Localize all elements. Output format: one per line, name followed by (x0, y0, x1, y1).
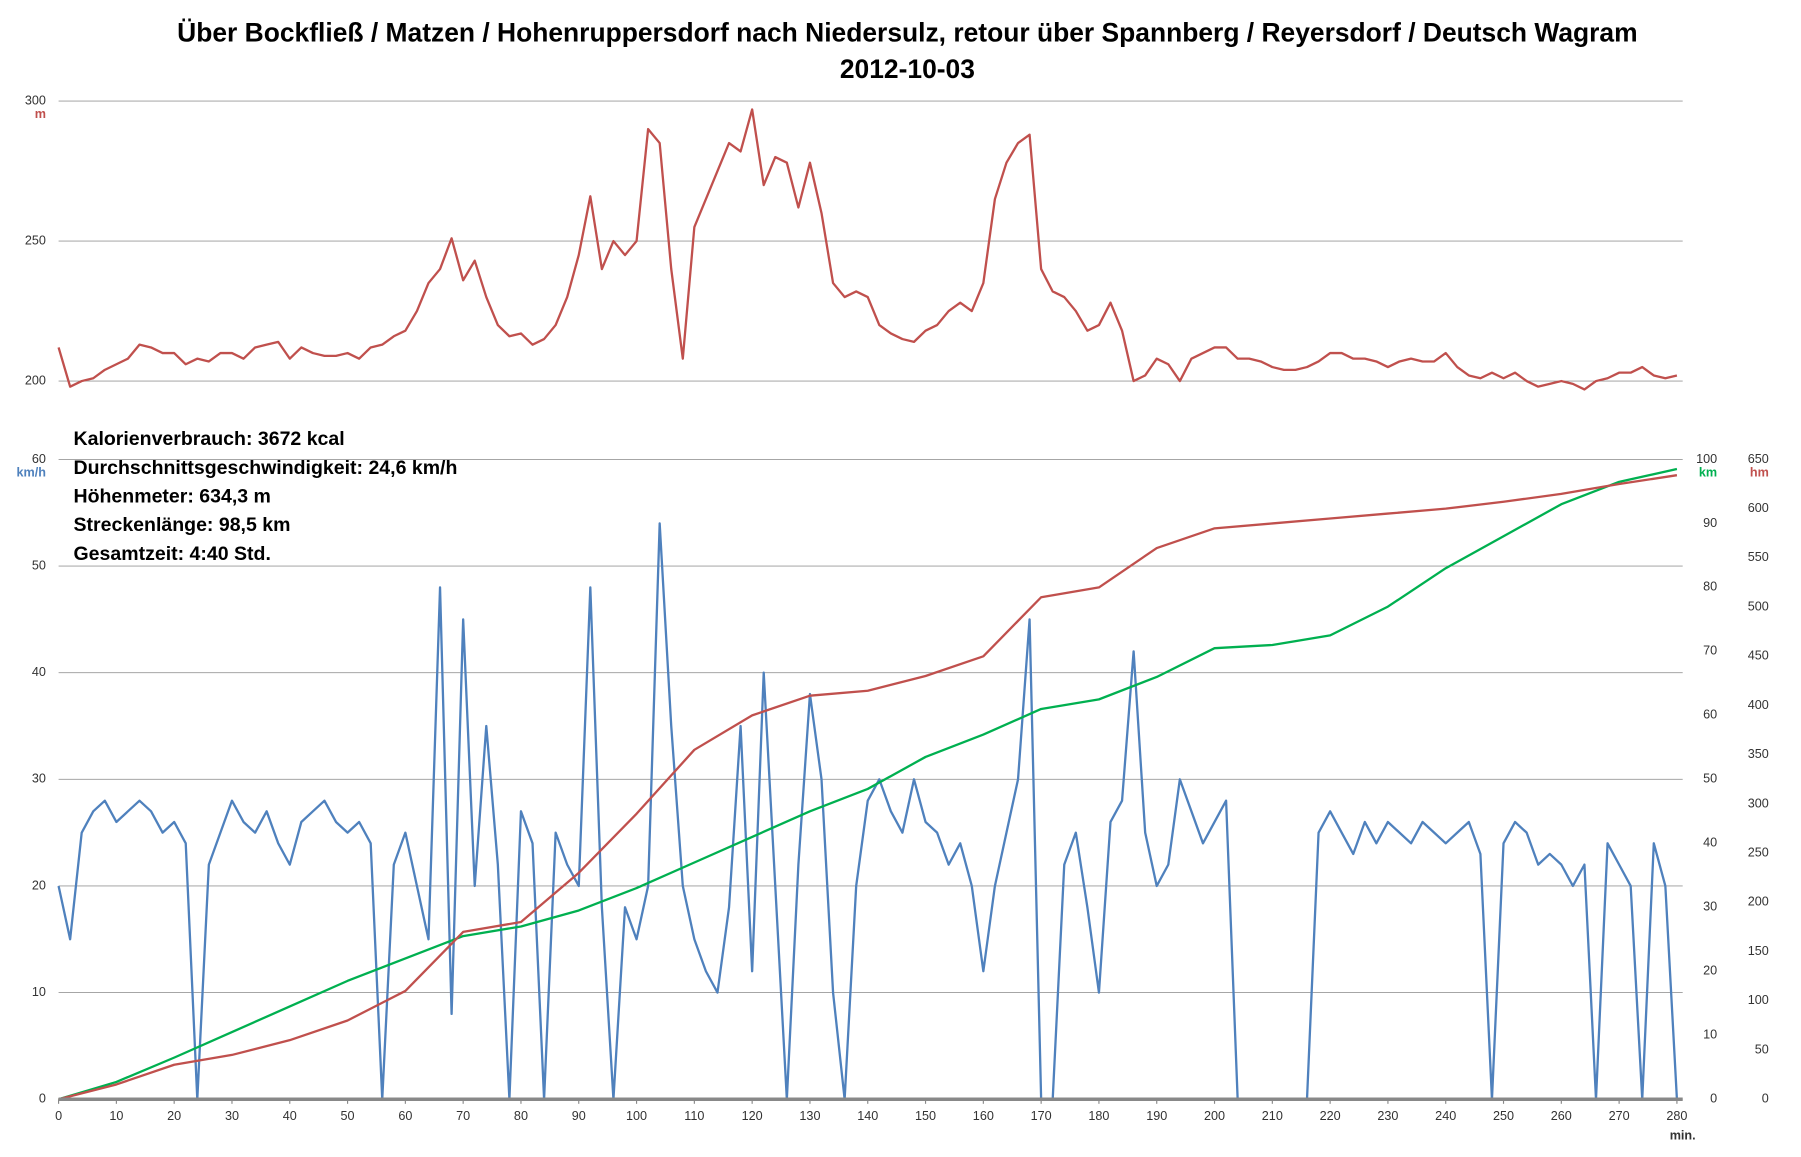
x-tick-label: 210 (1262, 1109, 1283, 1123)
chart-subtitle: 2012-10-03 (840, 54, 975, 84)
y2-tick-label: 40 (1703, 836, 1717, 850)
x-tick-label: 40 (283, 1109, 297, 1123)
y2-tick-label: 80 (1703, 580, 1717, 594)
x-tick-label: 260 (1551, 1109, 1572, 1123)
y3-tick-label: 200 (1748, 895, 1769, 909)
x-tick-label: 230 (1377, 1109, 1398, 1123)
x-tick-label: 100 (626, 1109, 647, 1123)
y2-tick-label: 100 (1696, 452, 1717, 466)
y3-tick-label: 650 (1748, 452, 1769, 466)
x-tick-label: 0 (55, 1109, 62, 1123)
y3-tick-label: 350 (1748, 747, 1769, 761)
y-tick-label: 30 (32, 772, 46, 786)
y2-tick-label: 30 (1703, 900, 1717, 914)
y3-tick-label: 600 (1748, 501, 1769, 515)
x-axis-label: min. (1670, 1128, 1696, 1142)
x-tick-label: 90 (572, 1109, 586, 1123)
x-tick-label: 30 (225, 1109, 239, 1123)
annotation: Kalorienverbrauch: 3672 kcal (74, 428, 345, 450)
x-tick-label: 80 (514, 1109, 528, 1123)
x-tick-label: 160 (973, 1109, 994, 1123)
x-tick-label: 190 (1146, 1109, 1167, 1123)
x-tick-label: 140 (857, 1109, 878, 1123)
y2-axis-label: km (1699, 466, 1717, 480)
x-tick-label: 220 (1320, 1109, 1341, 1123)
x-tick-label: 200 (1204, 1109, 1225, 1123)
annotation: Streckenlänge: 98,5 km (74, 514, 291, 536)
y-tick-label: 50 (32, 558, 46, 572)
x-tick-label: 270 (1609, 1109, 1630, 1123)
y3-tick-label: 250 (1748, 845, 1769, 859)
x-tick-label: 250 (1493, 1109, 1514, 1123)
y2-tick-label: 90 (1703, 516, 1717, 530)
x-tick-label: 110 (684, 1109, 704, 1123)
y-axis-label: m (35, 107, 46, 121)
y3-tick-label: 450 (1748, 649, 1769, 663)
y3-tick-label: 400 (1748, 698, 1769, 712)
y2-tick-label: 60 (1703, 708, 1717, 722)
y2-tick-label: 70 (1703, 644, 1717, 658)
y-axis-label: km/h (16, 466, 45, 480)
y3-tick-label: 550 (1748, 550, 1769, 564)
x-tick-label: 10 (109, 1109, 123, 1123)
y-tick-label: 200 (25, 373, 46, 387)
y-tick-label: 60 (32, 452, 46, 466)
chart-title: Über Bockfließ / Matzen / Hohenruppersdo… (177, 17, 1637, 47)
x-tick-label: 50 (341, 1109, 355, 1123)
x-tick-label: 170 (1031, 1109, 1052, 1123)
x-tick-label: 70 (456, 1109, 470, 1123)
y-tick-label: 40 (32, 665, 46, 679)
y2-tick-label: 0 (1710, 1092, 1717, 1106)
series-line (58, 467, 1678, 1101)
y3-tick-label: 500 (1748, 599, 1769, 613)
x-tick-label: 240 (1435, 1109, 1456, 1123)
x-tick-label: 60 (398, 1109, 412, 1123)
series-line (58, 474, 1678, 1101)
y2-tick-label: 20 (1703, 964, 1717, 978)
y-tick-label: 20 (32, 878, 46, 892)
y2-tick-label: 10 (1703, 1028, 1717, 1042)
y-tick-label: 300 (25, 93, 46, 107)
y3-tick-label: 50 (1755, 1042, 1769, 1056)
x-tick-label: 130 (799, 1109, 820, 1123)
y2-tick-label: 50 (1703, 772, 1717, 786)
y-tick-label: 10 (32, 985, 46, 999)
x-tick-label: 180 (1088, 1109, 1109, 1123)
y3-tick-label: 300 (1748, 796, 1769, 810)
y-tick-label: 0 (39, 1092, 46, 1106)
annotation: Gesamtzeit: 4:40 Std. (74, 543, 271, 565)
series-line (57, 108, 1678, 391)
y3-tick-label: 0 (1762, 1092, 1769, 1106)
x-tick-label: 280 (1666, 1109, 1687, 1123)
annotation: Höhenmeter: 634,3 m (74, 486, 271, 508)
y-tick-label: 250 (25, 233, 46, 247)
y3-axis-label: hm (1750, 466, 1769, 480)
annotation: Durchschnittsgeschwindigkeit: 24,6 km/h (74, 457, 458, 479)
y3-tick-label: 150 (1748, 944, 1769, 958)
series-line (57, 522, 1679, 1101)
x-tick-label: 20 (167, 1109, 181, 1123)
x-tick-label: 150 (915, 1109, 936, 1123)
x-tick-label: 120 (742, 1109, 763, 1123)
y3-tick-label: 100 (1748, 993, 1769, 1007)
